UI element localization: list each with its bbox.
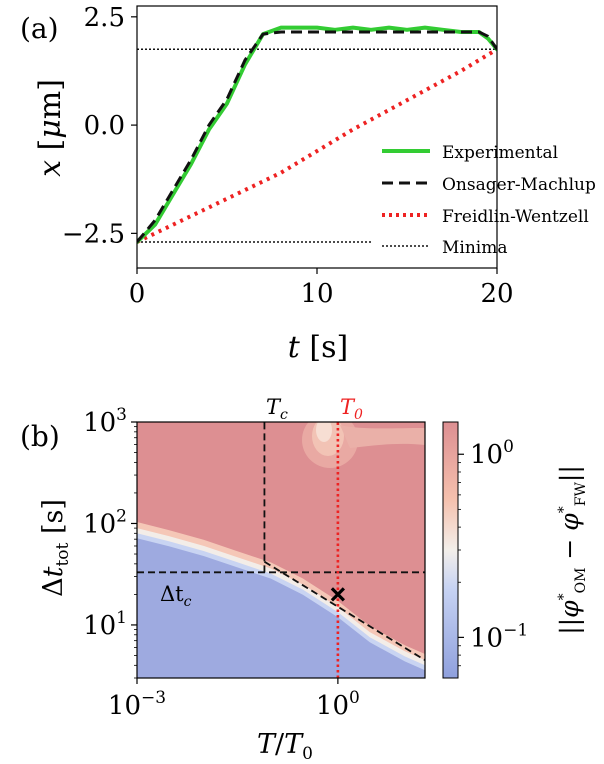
- y-tick-label-0: 2.5: [84, 3, 125, 33]
- panel-a-legend: Experimental Onsager-Machlup Freidlin-We…: [382, 143, 596, 258]
- panel-b-xlabel: T/T0: [257, 729, 313, 764]
- b-y-tick-label-2: 103: [83, 405, 127, 438]
- svg-text:x [μm]: x [μm]: [33, 79, 68, 177]
- annotation-tc: Tc: [266, 395, 288, 423]
- panel-b-label: (b): [20, 420, 60, 453]
- panel-a-frame: [136, 5, 498, 269]
- b-y-tick-label-1: 102: [83, 506, 127, 539]
- annotation-t0: T0: [340, 395, 363, 423]
- y-tick-label-2: −2.5: [62, 219, 125, 249]
- legend-minima-label: Minima: [442, 238, 508, 258]
- panel-b: (b) 10−3 100 101 102 103 Tc T0 Δtc: [20, 395, 589, 764]
- colorbar-ticks: 100 10−1: [458, 437, 528, 667]
- b-x-tick-label-0: 10−3: [108, 688, 166, 721]
- colorbar-label: ||φ*OM − φ*FW||: [555, 465, 589, 635]
- series-freidlin-wentzell-line: [137, 47, 497, 244]
- panel-a-xlabel: t [s]: [288, 330, 348, 365]
- b-x-tick-label-1: 100: [316, 688, 360, 721]
- b-y-tick-label-0: 101: [83, 608, 127, 641]
- legend-onsager-label: Onsager-Machlup: [442, 175, 596, 195]
- panel-a-ylabel: x [μm]: [33, 79, 68, 177]
- svg-text:Δtc: Δtc: [160, 582, 192, 610]
- dashed-guide-line-3: [263, 560, 425, 661]
- heatmap-top-blob-inner: [316, 422, 332, 442]
- svg-text:Δttot [s]: Δttot [s]: [38, 499, 73, 597]
- svg-text:Tc: Tc: [266, 395, 288, 423]
- legend-freidlin-label: Freidlin-Wentzell: [442, 207, 589, 227]
- colorbar-tick-label-1: 10−1: [470, 620, 528, 653]
- panel-a-plot-lines: [137, 25, 497, 245]
- panel-b-ylabel: Δttot [s]: [38, 499, 73, 597]
- legend-experimental-label: Experimental: [442, 143, 558, 163]
- panel-a: (a) 0 10 20 2.5 0.0 −2.5 x [μm] t [s] Experim…: [20, 3, 596, 365]
- panel-b-ticks: 10−3 100 101 102 103: [83, 405, 360, 721]
- svg-text:t [s]: t [s]: [288, 330, 348, 365]
- colorbar: [442, 421, 459, 679]
- marker-x-stroke-2: [330, 587, 346, 602]
- panel-b-guides: [137, 422, 425, 678]
- svg-text:||φ*OM − φ*FW||: ||φ*OM − φ*FW||: [555, 465, 589, 635]
- x-tick-label-0: 0: [129, 279, 146, 309]
- x-tick-label-20: 20: [480, 279, 513, 309]
- heatmap-field: [137, 422, 425, 678]
- colorbar-tick-label-0: 100: [470, 437, 514, 470]
- x-tick-label-10: 10: [300, 279, 333, 309]
- annotation-dtc: Δtc: [160, 582, 192, 610]
- heatmap-top-band: [340, 425, 425, 448]
- panel-a-ticks: 0 10 20 2.5 0.0 −2.5: [62, 3, 514, 309]
- y-tick-label-1: 0.0: [84, 111, 125, 141]
- series-onsager-machlup-line: [137, 30, 497, 243]
- svg-text:T0: T0: [340, 395, 363, 423]
- panel-b-frame: [136, 421, 426, 679]
- svg-text:T/T0: T/T0: [257, 729, 313, 764]
- panel-a-label: (a): [20, 12, 59, 45]
